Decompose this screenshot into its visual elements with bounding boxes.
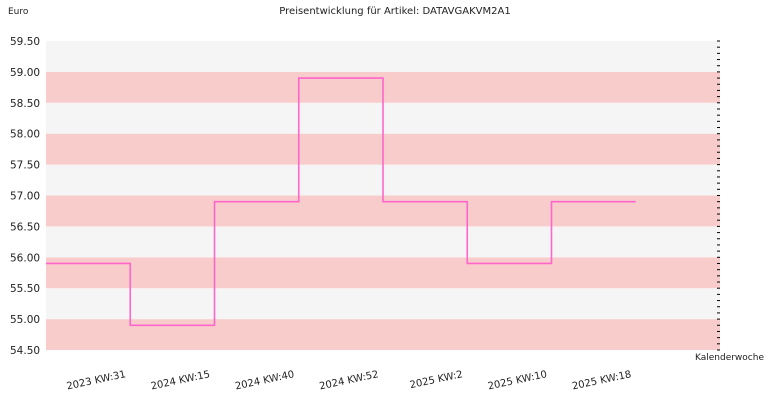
background-band [46, 257, 720, 289]
y-tick-label: 57.00 [10, 191, 40, 203]
x-tick-label: 2025 KW:18 [571, 369, 632, 392]
y-tick-label: 55.50 [10, 283, 40, 295]
x-tick-label: 2025 KW:10 [487, 369, 548, 392]
y-tick-label: 56.00 [10, 252, 40, 264]
x-tick-label: 2025 KW:2 [409, 369, 464, 391]
chart-title: Preisentwicklung für Artikel: DATAVGAKVM… [279, 6, 510, 17]
y-tick-label: 59.50 [10, 36, 40, 48]
x-tick-label: 2023 KW:31 [66, 369, 127, 392]
y-tick-label: 54.50 [10, 345, 40, 357]
y-tick-label: 57.50 [10, 160, 40, 172]
x-tick-label: 2024 KW:52 [318, 369, 379, 392]
series-group [46, 77, 636, 327]
background-band [46, 319, 720, 350]
x-tick-label: 2024 KW:40 [234, 369, 295, 392]
x-tick-label: 2024 KW:15 [150, 369, 211, 392]
y-tick-label: 56.50 [10, 221, 40, 233]
right-minor-ticks [717, 40, 720, 351]
x-axis-ticks: 2023 KW:31 2024 KW:15 2024 KW:40 2024 KW:52… [66, 369, 633, 392]
y-tick-label: 59.00 [10, 67, 40, 79]
y-axis-ticks: 54.50 55.00 55.50 56.00 56.50 57.00 57.50 58.00… [10, 36, 40, 357]
x-axis-label: Kalenderwoche [695, 353, 764, 363]
y-axis-label: Euro [8, 7, 29, 17]
y-tick-label: 55.00 [10, 314, 40, 326]
y-tick-label: 58.00 [10, 129, 40, 141]
background-band [46, 226, 720, 258]
y-tick-label: 58.50 [10, 98, 40, 110]
background-band [46, 288, 720, 320]
background-band [46, 41, 720, 72]
price-step-line [46, 77, 636, 327]
